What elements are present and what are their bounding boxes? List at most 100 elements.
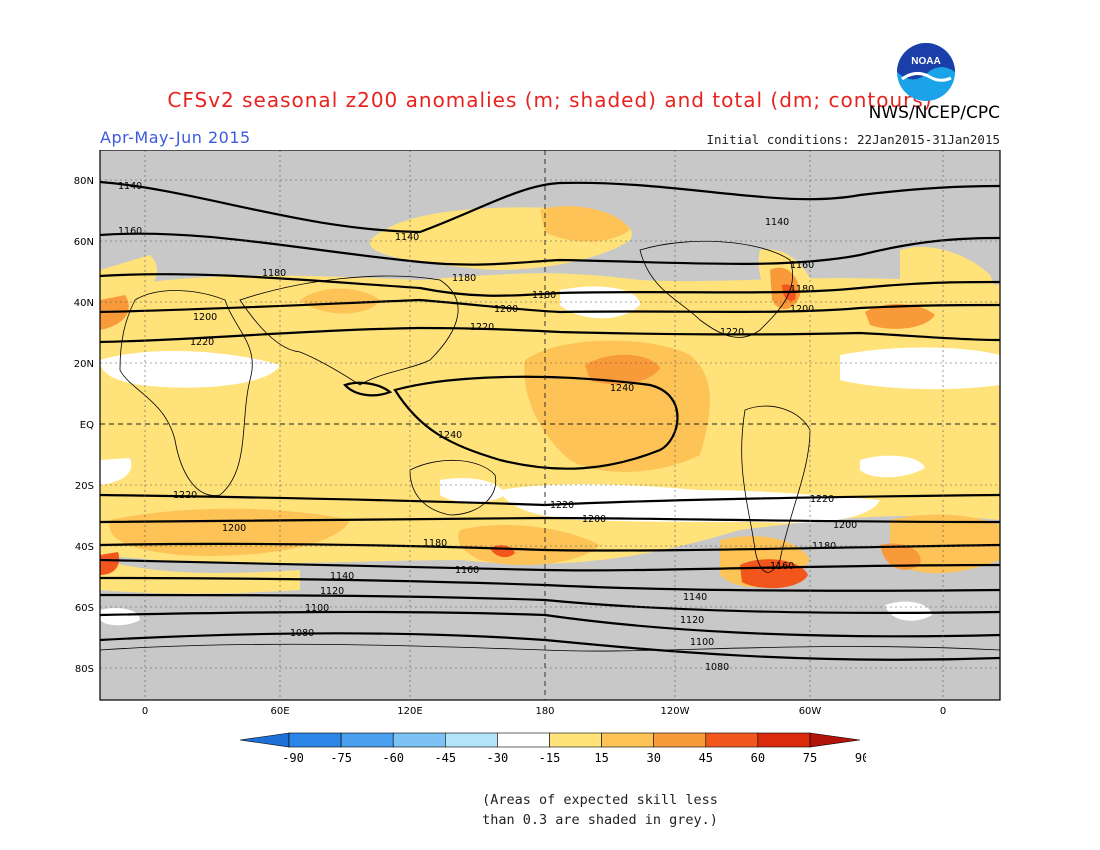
colorbar-tick-label: 30 [646, 751, 660, 765]
lon-label: 120W [661, 706, 690, 717]
colorbar-tick-label: -90 [282, 751, 304, 765]
chart-title: CFSv2 seasonal z200 anomalies (m; shaded… [167, 88, 933, 112]
anomaly-band-30-45-n-pacific [540, 206, 630, 242]
contour-label: 1240 [438, 430, 462, 441]
contour-label: 1240 [610, 383, 634, 394]
footnote: (Areas of expected skill less than 0.3 a… [0, 790, 1100, 830]
neutral-area-caribbean [840, 347, 1000, 390]
lat-label: 80S [75, 664, 94, 675]
colorbar-swatch [288, 732, 342, 748]
colorbar-tick-label: 60 [751, 751, 765, 765]
contour-label: 1180 [532, 290, 556, 301]
colorbar-swatch [340, 732, 394, 748]
colorbar-tick-label: 75 [803, 751, 817, 765]
equator-dateline [100, 150, 1000, 700]
lat-label: 60S [75, 603, 94, 614]
lat-label: 40N [74, 298, 94, 309]
colorbar-tick-label: -45 [434, 751, 456, 765]
lat-label: EQ [80, 420, 94, 431]
contour-label: 1200 [193, 312, 217, 323]
contour-1160-north [100, 232, 1000, 266]
contour-label: 1160 [118, 226, 142, 237]
colorbar-tick-label: -60 [382, 751, 404, 765]
anomaly-band-30-45-s-indian [458, 525, 600, 565]
contour-1140-north [100, 180, 1000, 234]
colorbar-tick-label: -30 [487, 751, 509, 765]
lon-label: 60W [799, 706, 822, 717]
contour-label: 1220 [720, 327, 744, 338]
colorbar-swatch [705, 732, 759, 748]
colorbar-swatch [757, 732, 811, 748]
agency-label: NWS/NCEP/CPC [868, 103, 1000, 123]
anomaly-band-45-60-north-atlantic [865, 304, 935, 329]
neutral-area-n-pacific [560, 286, 640, 319]
lon-label: 60E [270, 706, 289, 717]
contour-1200-north [100, 298, 1000, 314]
neutral-area-s-ocean [100, 608, 140, 626]
contour-label: 1160 [770, 561, 794, 572]
lat-label: 80N [74, 176, 94, 187]
season-label: Apr-May-Jun 2015 [100, 128, 251, 147]
colorbar-tick-label: 45 [699, 751, 713, 765]
contour-label: 1200 [582, 514, 606, 525]
lon-label: 120E [397, 706, 422, 717]
contour-label: 1200 [494, 304, 518, 315]
contour-1160-south [100, 558, 1000, 572]
neutral-area-south [500, 484, 880, 523]
contour-label: 1140 [683, 592, 707, 603]
contour-1100-south [100, 610, 1000, 638]
lon-label: 0 [142, 706, 148, 717]
anomaly-band-15-30-atlantic [900, 246, 1000, 300]
map-frame [99, 150, 1001, 701]
colorbar-swatch [444, 732, 498, 748]
contour-label: 1200 [790, 304, 814, 315]
contour-label: 1140 [330, 571, 354, 582]
contour-label: 1080 [290, 628, 314, 639]
contour-label: 1200 [222, 523, 246, 534]
contour-1200-south [100, 516, 1000, 524]
colorbar-tick-label: -75 [330, 751, 352, 765]
contour-label: 1220 [470, 322, 494, 333]
colorbar: -90 -75 -60 -45 -30 -15 15 30 45 60 75 90 [239, 732, 866, 765]
anomaly-band-60-75-s-pacific [100, 552, 120, 575]
initial-conditions-label: Initial conditions: 22Jan2015-31Jan2015 [706, 132, 1001, 147]
contour-label: 1180 [262, 268, 286, 279]
noaa-logo: NOAA [897, 43, 955, 101]
contour-label: 1140 [765, 217, 789, 228]
contour-label: 1120 [320, 586, 344, 597]
colorbar-swatch [549, 732, 602, 748]
contour-1240 [393, 375, 679, 470]
colorbar-tick-label: 15 [594, 751, 608, 765]
contour-label: 1220 [190, 337, 214, 348]
neutral-area-se-pacific [860, 455, 925, 478]
contour-label: 1180 [452, 273, 476, 284]
contour-label: 1220 [550, 500, 574, 511]
lat-label: 60N [74, 237, 94, 248]
footnote-line-2: than 0.3 are shaded in grey.) [482, 812, 718, 828]
colorbar-tick-label: 90 [855, 751, 866, 765]
lon-label: 0 [940, 706, 946, 717]
colorbar-swatch [392, 732, 446, 748]
contour-label: 1200 [833, 520, 857, 531]
anomaly-band-30-45-japan [300, 288, 380, 314]
colorbar-swatch [497, 732, 550, 748]
contour-label: 1120 [680, 615, 704, 626]
colorbar-arrow-high [809, 732, 861, 748]
graticule [100, 150, 1000, 700]
colorbar-tick-label: -15 [539, 751, 561, 765]
contour-1220-north [100, 326, 1000, 344]
lat-label: 40S [75, 542, 94, 553]
contour-label: 1180 [423, 538, 447, 549]
lat-label: 20N [74, 359, 94, 370]
contour-label: 1080 [705, 662, 729, 673]
contour-1240-asia [343, 381, 393, 397]
contour-label: 1160 [455, 565, 479, 576]
colorbar-swatch [601, 732, 654, 748]
contour-label: 1100 [690, 637, 714, 648]
contour-label: 1140 [118, 181, 142, 192]
anomaly-map: 1140 1140 1140 1160 1160 1180 1180 1180 … [74, 150, 1001, 717]
lon-label: 180 [535, 706, 554, 717]
colorbar-arrow-low [239, 732, 290, 748]
neutral-area-s-indian [440, 478, 505, 503]
contour-label: 1100 [305, 603, 329, 614]
